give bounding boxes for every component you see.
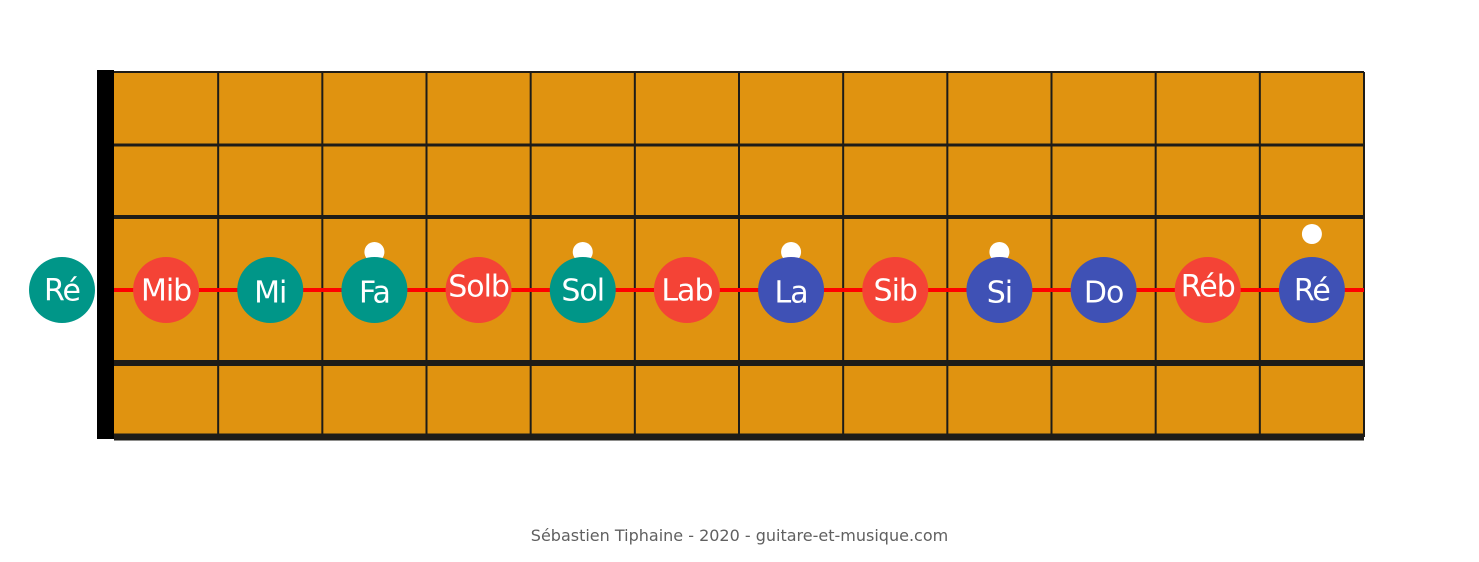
note-circle [1278, 257, 1345, 323]
note-label: Si [987, 276, 1012, 311]
note-circle [653, 257, 720, 323]
fret-marker-dot [572, 242, 593, 262]
note-label: Ré [1294, 274, 1330, 309]
note-marker: Sib [862, 257, 929, 323]
fret-marker-dot [364, 242, 385, 262]
note-marker: Sol [549, 257, 616, 323]
fret-markers [364, 224, 1322, 262]
note-marker: Solb [445, 257, 512, 323]
note-label: Solb [448, 270, 509, 305]
note-circle [862, 257, 929, 323]
note-label: Sib [874, 274, 917, 309]
note-marker: Fa [341, 257, 408, 323]
note-label: Mib [141, 274, 191, 309]
fret-marker-dot [989, 242, 1010, 262]
nut [97, 70, 114, 439]
note-marker: Lab [653, 257, 720, 323]
fret-marker-dot [781, 242, 802, 262]
note-circle [549, 257, 616, 323]
fret-marker-dot [1301, 224, 1322, 244]
note-circle [1070, 257, 1137, 323]
note-circle [966, 257, 1033, 323]
note-marker: La [758, 257, 825, 323]
note-label: Fa [359, 276, 390, 311]
note-circle [341, 257, 408, 323]
note-circle [445, 257, 512, 323]
note-markers: Mib Mi Fa Solb Sol Lab La Sib Si Do Réb Ré [133, 257, 1345, 323]
note-circle [237, 257, 304, 323]
note-marker: Ré [1278, 257, 1345, 323]
open-note-circle [29, 257, 95, 323]
note-marker: Réb [1174, 257, 1241, 323]
note-label: Lab [661, 274, 712, 309]
fret-lines [217, 72, 1365, 437]
open-string-note: Ré [29, 257, 95, 323]
note-marker: Mi [237, 257, 304, 323]
note-circle [758, 257, 825, 323]
note-label: Do [1084, 276, 1123, 311]
note-circle [1174, 257, 1241, 323]
note-label: Réb [1181, 270, 1235, 305]
note-marker: Do [1070, 257, 1137, 323]
note-label: La [775, 276, 808, 311]
note-label: Sol [561, 274, 604, 309]
note-label: Mi [254, 276, 286, 311]
note-marker: Si [966, 257, 1033, 323]
note-circle [133, 257, 200, 323]
note-marker: Mib [133, 257, 200, 323]
credit-text: Sébastien Tiphaine - 2020 - guitare-et-m… [531, 526, 948, 545]
open-note-label: Ré [44, 274, 80, 309]
